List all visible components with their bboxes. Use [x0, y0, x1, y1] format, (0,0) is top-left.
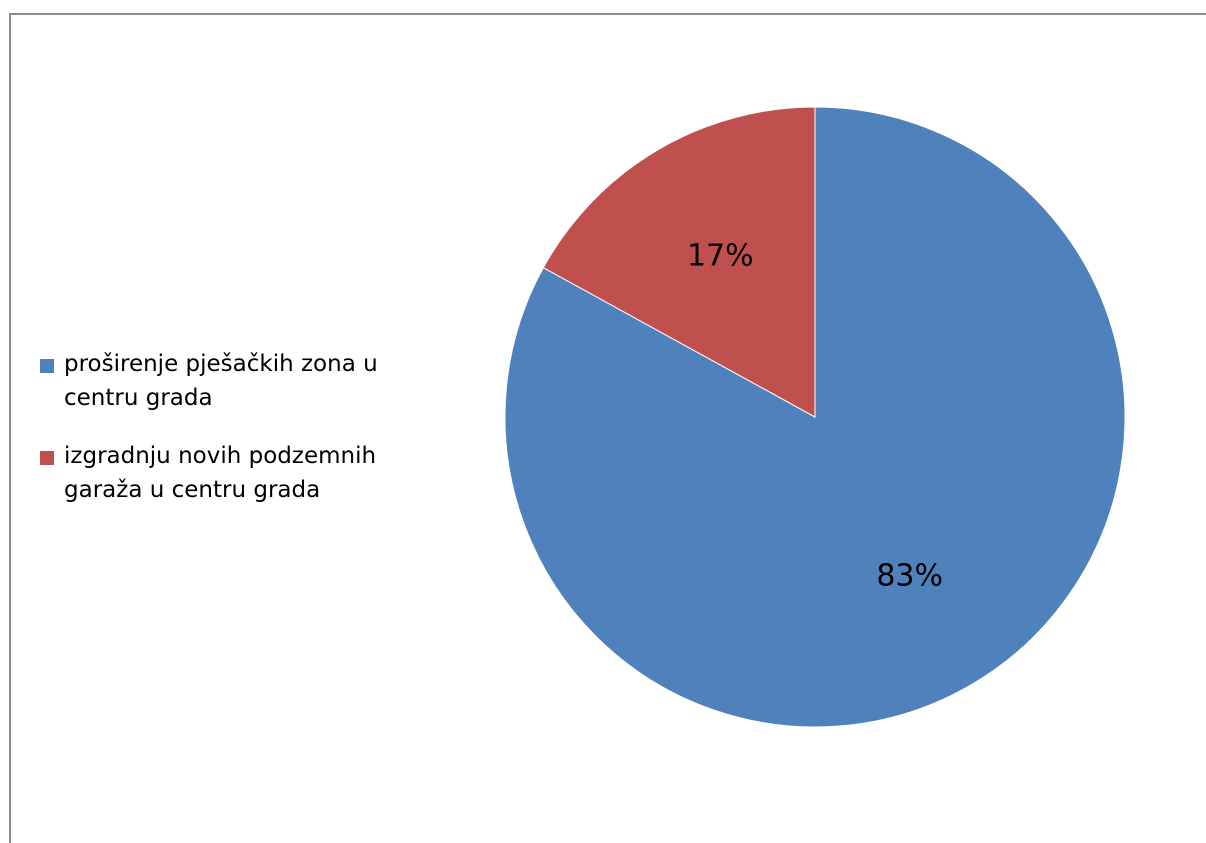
data-label-83: 83%: [876, 559, 943, 594]
legend-label: izgradnju novih podzemnih garaža u centr…: [64, 443, 377, 503]
legend-swatch-blue: [40, 359, 54, 373]
legend-swatch-red: [40, 451, 54, 465]
legend: proširenje pješačkih zona u centru grada…: [40, 347, 420, 531]
legend-item-pedestrian-zones: proširenje pješačkih zona u centru grada: [40, 347, 420, 415]
pie-slices: [504, 106, 1126, 728]
pie-data-labels: 83% 17%: [687, 238, 943, 593]
legend-item-underground-garages: izgradnju novih podzemnih garaža u centr…: [40, 439, 420, 507]
pie-slice-underground-garages: [542, 106, 816, 418]
data-label-17: 17%: [687, 238, 754, 273]
legend-label: proširenje pješačkih zona u centru grada: [64, 351, 378, 411]
